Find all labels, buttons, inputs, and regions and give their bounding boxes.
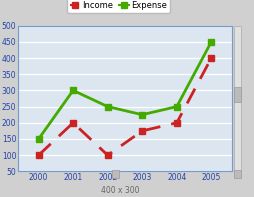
Legend: Income, Expense: Income, Expense [67, 0, 169, 13]
Text: 400 x 300: 400 x 300 [100, 186, 138, 195]
